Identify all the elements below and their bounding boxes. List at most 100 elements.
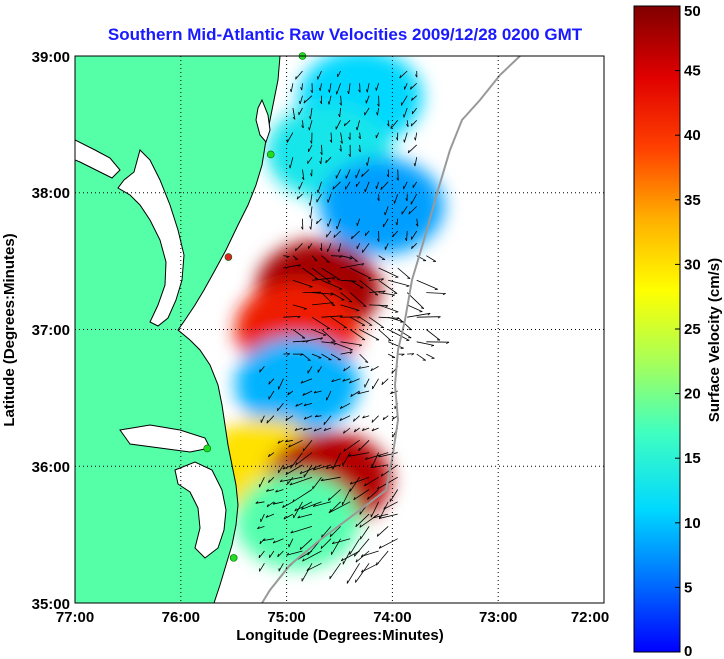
velocity-vector <box>302 337 323 343</box>
vector-head <box>295 248 297 252</box>
velocity-vector <box>295 70 303 80</box>
velocity-vector <box>377 107 379 116</box>
x-tick-label: 74:00 <box>373 609 411 626</box>
vector-head <box>446 341 450 344</box>
vector-head <box>309 215 311 219</box>
velocity-vector <box>359 279 379 296</box>
vector-head <box>360 569 364 573</box>
vector-head <box>364 232 367 236</box>
velocity-vector <box>321 255 330 263</box>
vector-head <box>309 116 311 120</box>
velocity-vector <box>299 464 322 475</box>
velocity-vector <box>272 501 284 505</box>
y-axis: 39:00 38:00 37:00 36:00 35:00 Latitude (… <box>1 49 70 613</box>
vector-head <box>303 308 307 310</box>
velocity-vector <box>388 353 396 358</box>
vector-head <box>358 149 361 153</box>
vector-head <box>277 440 280 444</box>
vector-head <box>377 103 380 107</box>
y-tick-label: 37:00 <box>32 322 70 339</box>
vector-head <box>415 74 418 78</box>
vector-head <box>295 76 297 80</box>
velocity-vector <box>301 563 313 582</box>
vector-head <box>351 235 353 240</box>
vector-head <box>430 345 435 347</box>
velocity-vector <box>320 538 332 549</box>
velocity-vector <box>348 452 370 457</box>
vector-head <box>294 258 298 260</box>
vector-head <box>266 420 268 424</box>
velocity-vector <box>286 132 294 143</box>
velocity-vector <box>358 440 370 452</box>
velocity-vector <box>340 351 353 355</box>
colorbar-tick-label: 45 <box>684 63 701 80</box>
vector-head <box>299 546 302 550</box>
velocity-vector <box>362 415 370 419</box>
velocity-vector <box>287 476 294 485</box>
velocity-vector <box>340 255 353 259</box>
velocity-vector <box>368 316 385 329</box>
velocity-vector <box>369 290 386 293</box>
vector-head <box>364 483 367 487</box>
velocity-vector <box>311 302 334 306</box>
vector-head <box>272 501 276 505</box>
velocity-vector <box>416 316 441 318</box>
velocity-vector <box>349 255 358 262</box>
velocity-vector <box>304 415 313 420</box>
velocity-vector <box>309 194 313 206</box>
vector-head <box>308 202 311 206</box>
velocity-vector <box>384 206 389 216</box>
vector-head <box>363 305 367 307</box>
vector-head <box>349 481 353 485</box>
velocity-vector <box>329 83 332 93</box>
velocity-vector <box>372 378 379 390</box>
velocity-vector <box>321 144 323 155</box>
vector-head <box>380 473 383 477</box>
velocity-vector <box>311 316 330 329</box>
velocity-vector <box>330 341 353 351</box>
velocity-vector <box>283 353 290 355</box>
vector-head <box>301 125 304 129</box>
velocity-vector <box>294 427 303 431</box>
velocity-vector <box>353 415 360 422</box>
velocity-vector <box>397 329 412 339</box>
vector-head <box>314 259 318 262</box>
vector-head <box>328 510 331 514</box>
vector-head <box>353 418 355 422</box>
vector-head <box>377 198 380 202</box>
vector-head <box>289 482 293 486</box>
vector-head <box>373 515 376 519</box>
vector-head <box>407 149 410 154</box>
vector-head <box>359 524 362 528</box>
vector-head <box>333 234 336 238</box>
vector-head <box>282 466 286 470</box>
velocity-vector <box>283 264 301 269</box>
velocity-vector <box>315 415 322 418</box>
velocity-vector <box>342 378 351 382</box>
chesapeake-bay <box>117 149 185 327</box>
vector-head <box>396 177 399 181</box>
velocity-vector <box>259 366 265 373</box>
velocity-vector <box>302 550 322 562</box>
velocity-vector <box>289 157 294 169</box>
velocity-vector <box>359 316 373 326</box>
delaware-bay <box>255 98 271 143</box>
velocity-vector <box>362 427 370 431</box>
velocity-vector <box>266 415 275 424</box>
vector-head <box>405 198 408 202</box>
vector-head <box>340 140 343 144</box>
velocity-vector <box>299 95 303 105</box>
vector-head <box>262 538 266 541</box>
velocity-vector <box>415 132 418 141</box>
velocity-vector <box>339 107 341 118</box>
x-axis: 77:00 76:00 75:00 74:00 73:00 72:00 Long… <box>56 609 609 644</box>
vector-head <box>347 90 350 95</box>
y-tick-label: 36:00 <box>32 459 70 476</box>
vector-head <box>385 305 389 308</box>
velocity-vector <box>336 83 341 95</box>
velocity-vector <box>321 526 332 538</box>
vector-head <box>371 419 374 423</box>
vector-head <box>401 353 405 356</box>
velocity-vector <box>317 70 322 80</box>
